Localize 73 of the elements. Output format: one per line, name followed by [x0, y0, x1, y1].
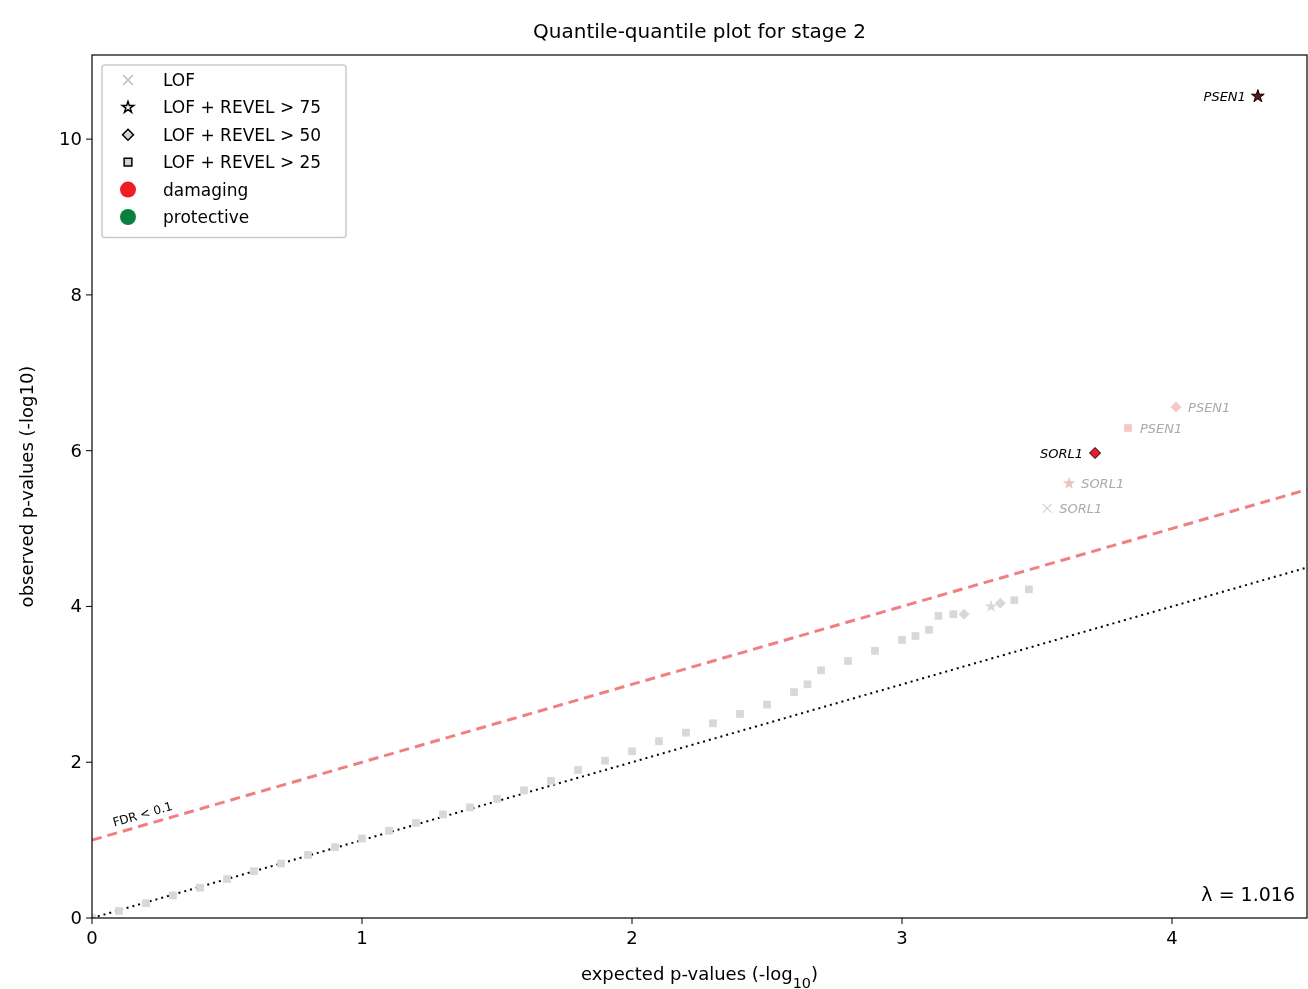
x-tick-label: 3: [896, 927, 908, 948]
point: [790, 688, 798, 696]
point: [736, 710, 744, 718]
y-tick-label: 10: [59, 128, 82, 150]
point: [223, 875, 231, 883]
annotation: PSEN1: [1139, 421, 1183, 437]
x-axis-title: expected p-values (-log$_{10}$): [580, 963, 819, 989]
point: [1089, 447, 1102, 459]
legend-label: LOF + REVEL > 75: [163, 97, 322, 118]
point: [709, 719, 717, 728]
point: [803, 680, 812, 689]
point: [601, 756, 609, 765]
legend-label: protective: [163, 207, 250, 227]
point: [385, 826, 393, 835]
point: [1025, 585, 1033, 594]
y-tick-label: 0: [70, 907, 82, 928]
point: [466, 803, 474, 812]
point: [949, 610, 958, 619]
legend-label: LOF + REVEL > 50: [163, 124, 322, 145]
point: [547, 777, 555, 785]
y-tick-label: 2: [70, 751, 82, 773]
point: [817, 666, 825, 675]
annotation: SORL1: [1081, 476, 1125, 492]
point: [994, 597, 1006, 609]
point: [493, 794, 501, 803]
point: [911, 632, 920, 640]
point: [763, 700, 771, 709]
point: [358, 834, 366, 843]
y-tick-label: 6: [70, 439, 82, 461]
point: [1170, 401, 1182, 413]
point: [277, 859, 285, 868]
point: [1010, 596, 1019, 605]
point: [925, 625, 933, 634]
y-tick-label: 4: [70, 595, 82, 617]
point: [934, 611, 943, 620]
point: [439, 810, 447, 819]
point: [655, 737, 663, 746]
point: [115, 907, 123, 915]
legend-label: LOF: [163, 70, 196, 90]
annotation: PSEN1: [1203, 89, 1246, 105]
annotation: SORL1: [1040, 446, 1084, 462]
point: [1042, 503, 1053, 514]
point: [142, 899, 150, 908]
point: [844, 657, 852, 665]
annotation: FDR < 0.1: [111, 799, 174, 830]
point: [958, 608, 970, 620]
annotation: PSEN1: [1188, 400, 1231, 416]
annotation: SORL1: [1059, 501, 1103, 517]
annotation: λ = 1.016: [1201, 883, 1295, 905]
point: [1124, 424, 1132, 432]
point: [574, 766, 582, 774]
x-tick-label: 4: [1166, 927, 1178, 948]
point: [331, 843, 339, 851]
point: [520, 786, 528, 795]
point: [1062, 476, 1076, 489]
point: [682, 728, 690, 737]
x-tick-label: 2: [626, 927, 638, 948]
point: [196, 883, 204, 892]
point: [169, 891, 177, 900]
point: [898, 636, 906, 644]
legend-label: LOF + REVEL > 25: [163, 152, 322, 173]
point: [1251, 89, 1265, 103]
y-tick-label: 8: [70, 283, 82, 305]
point: [412, 819, 420, 827]
point: [250, 867, 258, 876]
legend-label: damaging: [163, 179, 249, 200]
x-tick-label: 1: [356, 927, 368, 948]
point: [871, 646, 879, 655]
point: [628, 747, 636, 756]
x-tick-label: 0: [86, 927, 98, 948]
y-axis-title: observed p-values (-log10): [16, 365, 37, 608]
chart-title: Quantile-quantile plot for stage 2: [533, 19, 866, 43]
point: [304, 851, 312, 859]
